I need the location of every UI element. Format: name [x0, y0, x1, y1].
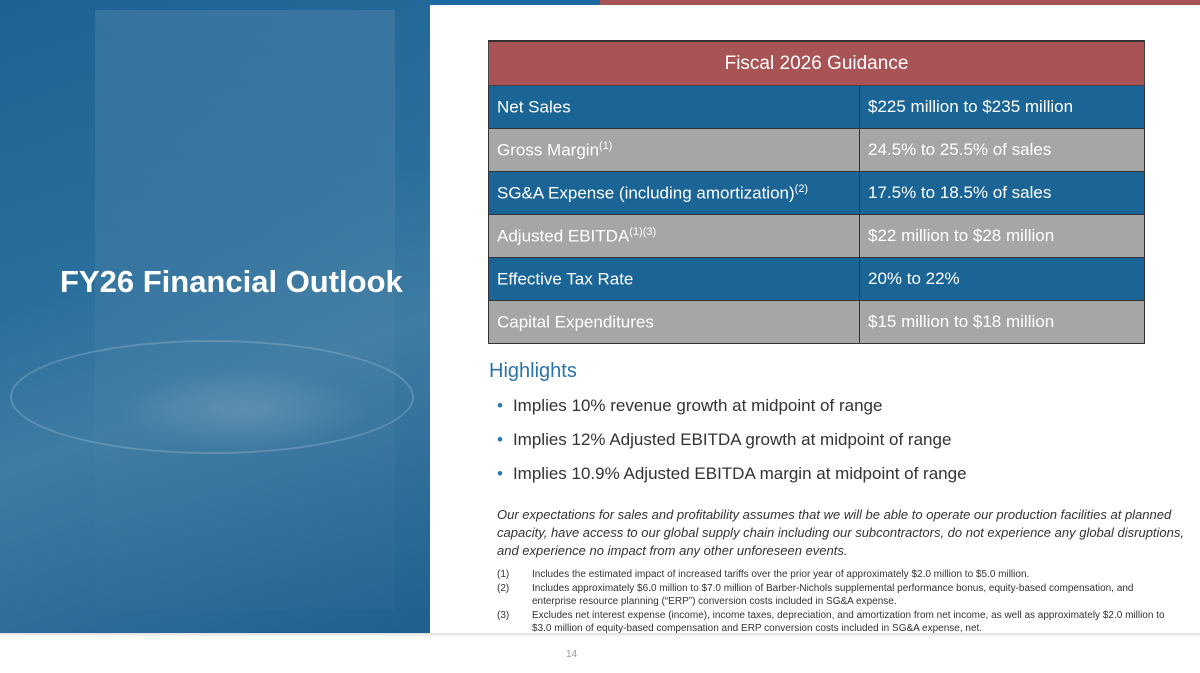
page-number: 14 — [566, 649, 578, 660]
row-label: Gross Margin(1) — [488, 128, 860, 172]
row-value: 24.5% to 25.5% of sales — [859, 128, 1145, 172]
table-row: Gross Margin(1) 24.5% to 25.5% of sales — [488, 128, 1145, 172]
row-label: Net Sales — [488, 85, 860, 129]
row-label: Capital Expenditures — [488, 300, 860, 344]
footnote: (2) Includes approximately $6.0 million t… — [497, 583, 1134, 607]
table-row: SG&A Expense (including amortization)(2)… — [488, 171, 1145, 215]
footnotes: (1) Includes the estimated impact of incr… — [497, 568, 1177, 636]
bullet-icon: • — [497, 464, 503, 483]
row-value: $225 million to $235 million — [859, 85, 1145, 129]
row-label: Effective Tax Rate — [488, 257, 860, 301]
table-header: Fiscal 2026 Guidance — [488, 40, 1145, 86]
left-photo-panel: FY26 Financial Outlook — [0, 0, 430, 633]
bullet-icon: • — [497, 430, 503, 449]
highlights-list: • Implies 10% revenue growth at midpoint … — [497, 396, 967, 498]
table-row: Effective Tax Rate 20% to 22% — [488, 257, 1145, 301]
row-value: 20% to 22% — [859, 257, 1145, 301]
footnote: (1) Includes the estimated impact of incr… — [497, 569, 1030, 580]
footnote: (3) Excludes net interest expense (income… — [497, 610, 1165, 634]
table-row: Net Sales $225 million to $235 million — [488, 85, 1145, 129]
guidance-table: Fiscal 2026 Guidance Net Sales $225 milli… — [488, 40, 1145, 344]
photo-turntable — [10, 340, 414, 454]
list-item: • Implies 10.9% Adjusted EBITDA margin at… — [497, 464, 967, 483]
highlights-heading: Highlights — [489, 360, 577, 382]
bullet-icon: • — [497, 396, 503, 415]
row-value: 17.5% to 18.5% of sales — [859, 171, 1145, 215]
top-accent-bar-red — [600, 0, 1200, 5]
disclaimer: Our expectations for sales and profitabi… — [497, 507, 1185, 558]
list-item: • Implies 10% revenue growth at midpoint … — [497, 396, 883, 415]
row-value: $15 million to $18 million — [859, 300, 1145, 344]
list-item: • Implies 12% Adjusted EBITDA growth at m… — [497, 430, 952, 449]
background-photo — [95, 10, 395, 610]
slide-title: FY26 Financial Outlook — [60, 264, 403, 299]
row-label: SG&A Expense (including amortization)(2) — [488, 171, 860, 215]
footer-divider — [0, 633, 1200, 637]
row-label: Adjusted EBITDA(1)(3) — [488, 214, 860, 258]
row-value: $22 million to $28 million — [859, 214, 1145, 258]
table-row: Capital Expenditures $15 million to $18 m… — [488, 300, 1145, 344]
table-row: Adjusted EBITDA(1)(3) $22 million to $28 … — [488, 214, 1145, 258]
